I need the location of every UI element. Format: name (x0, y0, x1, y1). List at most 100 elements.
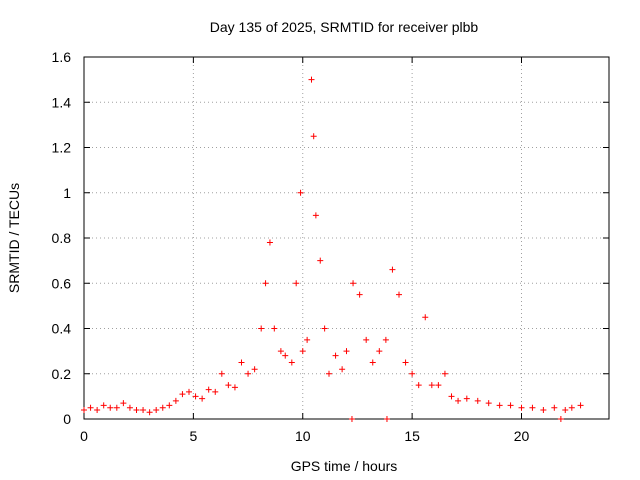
data-point (310, 133, 317, 140)
data-point (389, 266, 396, 273)
data-point (485, 400, 492, 407)
data-point (402, 359, 409, 366)
axis-ticks: 0 5 10 15 20 0 0.2 0.4 0.6 0.8 1 1.2 1.4 1.6 (52, 49, 609, 444)
data-point (87, 404, 94, 411)
data-point (396, 291, 402, 298)
data-point (245, 370, 252, 377)
data-point (179, 391, 186, 398)
data-point (81, 406, 87, 413)
y-tick-label: 0.4 (52, 321, 72, 337)
x-tick-label: 20 (514, 428, 530, 444)
data-point (304, 336, 311, 343)
data-point (153, 406, 160, 413)
data-point (218, 370, 225, 377)
data-point (376, 348, 383, 355)
data-point (94, 406, 101, 413)
data-point (507, 402, 514, 409)
data-point (428, 382, 435, 389)
data-point (126, 404, 133, 411)
y-tick-label: 1.4 (52, 94, 72, 110)
data-point (568, 404, 575, 411)
data-point (435, 382, 442, 389)
data-point (422, 314, 429, 321)
data-point (113, 404, 120, 411)
data-point (321, 325, 328, 332)
data-point (277, 348, 284, 355)
data-point (262, 280, 269, 287)
data-point (186, 388, 192, 395)
data-point (350, 280, 357, 287)
data-point (356, 291, 363, 298)
data-point (369, 359, 376, 366)
data-point (288, 359, 295, 366)
data-point (343, 348, 350, 355)
data-point (339, 366, 346, 373)
data-point (463, 395, 470, 402)
data-point (133, 406, 140, 413)
y-tick-label: 0.2 (52, 366, 72, 382)
data-point (562, 406, 569, 413)
data-point (159, 404, 166, 411)
data-point (299, 348, 306, 355)
data-point (146, 409, 153, 416)
y-tick-label: 0 (63, 411, 71, 427)
data-point (496, 402, 503, 409)
chart-title: Day 135 of 2025, SRMTID for receiver plb… (210, 19, 479, 35)
y-tick-label: 1.6 (52, 49, 72, 65)
x-axis-label: GPS time / hours (291, 458, 398, 474)
y-tick-label: 0.8 (52, 230, 72, 246)
data-point (317, 257, 324, 264)
data-point (231, 384, 238, 391)
data-point (415, 382, 422, 389)
data-points (81, 76, 584, 422)
data-point (382, 336, 389, 343)
data-point (271, 325, 278, 332)
data-point (308, 76, 315, 83)
data-point (251, 366, 258, 373)
data-point (409, 370, 416, 377)
y-axis-label: SRMTID / TECUs (6, 183, 22, 293)
data-point (297, 189, 304, 196)
x-tick-label: 0 (80, 428, 88, 444)
data-point (166, 402, 173, 409)
data-point (199, 395, 206, 402)
data-point (551, 404, 558, 411)
data-point (577, 402, 584, 409)
data-point (383, 416, 390, 422)
data-point (282, 352, 289, 359)
data-point (348, 416, 355, 422)
data-point (326, 370, 332, 377)
data-point (540, 406, 547, 413)
data-point (172, 397, 179, 404)
data-point (266, 239, 273, 246)
x-tick-label: 10 (295, 428, 311, 444)
data-point (238, 359, 245, 366)
data-point (312, 212, 319, 219)
data-point (518, 404, 525, 411)
y-tick-label: 1.2 (52, 140, 72, 156)
data-point (529, 404, 536, 411)
data-point (474, 397, 481, 404)
data-point (120, 400, 127, 407)
grid (84, 57, 609, 419)
y-tick-label: 1 (63, 185, 71, 201)
data-point (441, 370, 448, 377)
y-tick-label: 0.6 (52, 275, 72, 291)
data-point (258, 325, 265, 332)
data-point (100, 402, 107, 409)
data-point (293, 280, 300, 287)
x-tick-label: 15 (404, 428, 420, 444)
data-point (225, 382, 232, 389)
data-point (332, 352, 339, 359)
data-point (107, 404, 114, 411)
data-point (455, 397, 462, 404)
data-point (205, 386, 212, 393)
plot-frame (83, 56, 610, 420)
data-point (448, 393, 455, 400)
data-point (212, 388, 219, 395)
data-point (140, 406, 147, 413)
data-point (192, 393, 199, 400)
data-point (363, 336, 370, 343)
x-tick-label: 5 (189, 428, 197, 444)
